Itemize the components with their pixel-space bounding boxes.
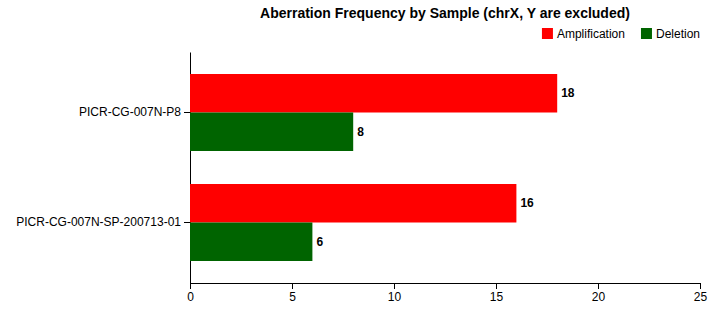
x-tick-label: 10 <box>388 290 402 304</box>
title: Aberration Frequency by Sample (chrX, Y … <box>260 5 630 21</box>
bar <box>190 74 557 113</box>
plot: 0 5 10 15 20 25 PICR-CG-007N-P8 PICR-CG-007N-SP… <box>16 53 707 304</box>
y-tick-mark <box>184 112 190 113</box>
y-tick: PICR-CG-007N-P8 <box>79 105 190 119</box>
data-labels: 18 16 8 6 <box>316 86 574 249</box>
x-axis: 0 5 10 15 20 25 <box>187 283 707 304</box>
y-axis: PICR-CG-007N-P8 PICR-CG-007N-SP-200713-01 <box>16 53 190 284</box>
x-tick: 15 <box>490 283 504 304</box>
x-axis-line <box>191 284 701 290</box>
x-tick-mark <box>394 283 395 289</box>
data-label: 16 <box>520 196 534 210</box>
y-tick-label: PICR-CG-007N-P8 <box>79 105 181 119</box>
bar <box>190 184 516 223</box>
chart: Aberration Frequency by Sample (chrX, Y … <box>0 0 724 313</box>
legend-label: Deletion <box>656 27 700 41</box>
x-tick: 20 <box>592 283 606 304</box>
x-tick-label: 15 <box>490 290 504 304</box>
x-tick-label: 25 <box>694 290 708 304</box>
legend-item: Deletion <box>641 27 700 41</box>
bar <box>190 223 312 262</box>
x-tick-label: 5 <box>289 290 296 304</box>
legend-swatch <box>542 28 553 39</box>
legend: Amplification Deletion <box>542 27 700 41</box>
data-label: 8 <box>357 125 364 139</box>
x-tick: 0 <box>187 283 194 304</box>
x-tick-label: 20 <box>592 290 606 304</box>
x-tick-label: 0 <box>187 290 194 304</box>
y-tick-label: PICR-CG-007N-SP-200713-01 <box>16 215 181 229</box>
x-tick-mark <box>700 283 701 289</box>
x-tick-mark <box>598 283 599 289</box>
x-tick-mark <box>190 283 191 289</box>
bar <box>190 113 353 152</box>
legend-label: Amplification <box>557 27 625 41</box>
legend-item: Amplification <box>542 27 625 41</box>
y-tick-mark <box>184 222 190 223</box>
x-tick: 10 <box>388 283 402 304</box>
y-tick: PICR-CG-007N-SP-200713-01 <box>16 215 190 229</box>
data-label: 6 <box>316 235 323 249</box>
x-tick-mark <box>292 283 293 289</box>
x-tick: 25 <box>694 283 708 304</box>
x-tick: 5 <box>289 283 296 304</box>
bars <box>190 74 557 261</box>
legend-swatch <box>641 28 652 39</box>
x-tick-mark <box>496 283 497 289</box>
data-label: 18 <box>561 86 575 100</box>
